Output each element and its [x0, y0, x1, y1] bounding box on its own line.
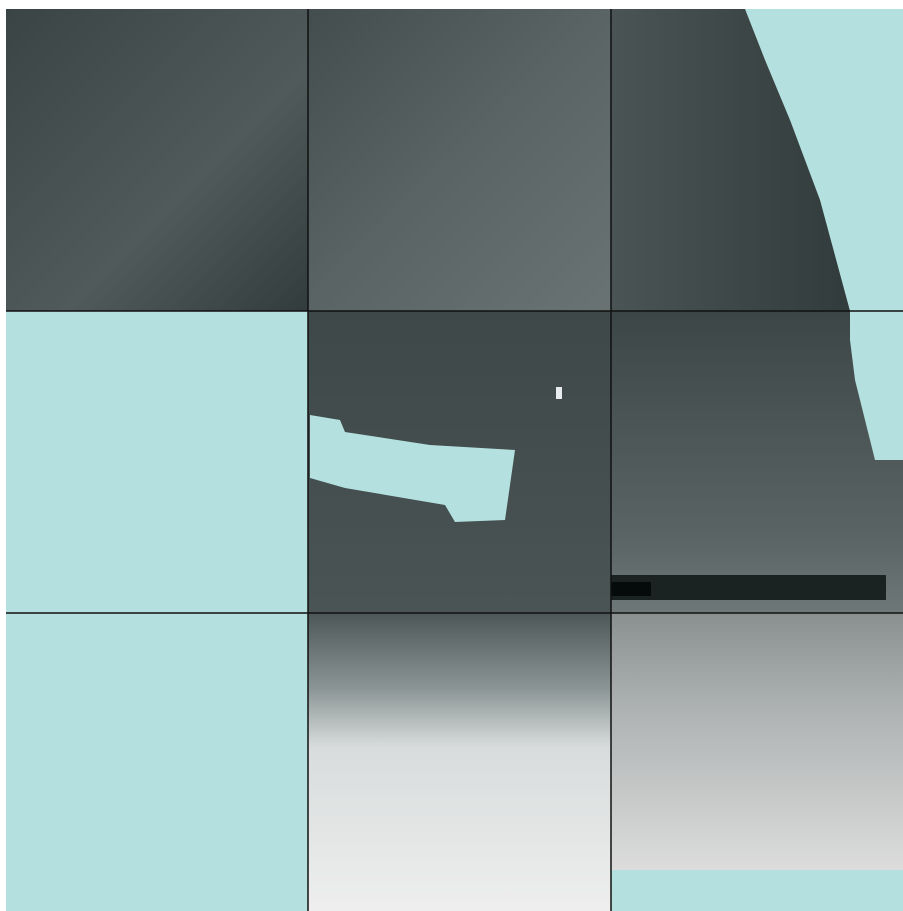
- pixel: [556, 387, 562, 399]
- tile: [308, 613, 611, 911]
- tile-water: [6, 311, 308, 613]
- tile-water: [6, 613, 308, 911]
- tile-borders: [6, 9, 903, 911]
- tile: [308, 9, 611, 311]
- water: [850, 311, 903, 460]
- tile: [6, 9, 308, 311]
- dark-band: [611, 582, 651, 596]
- tile: [611, 613, 903, 870]
- water: [611, 870, 903, 911]
- dark-band: [611, 575, 886, 600]
- water: [310, 415, 515, 522]
- water: [745, 9, 903, 311]
